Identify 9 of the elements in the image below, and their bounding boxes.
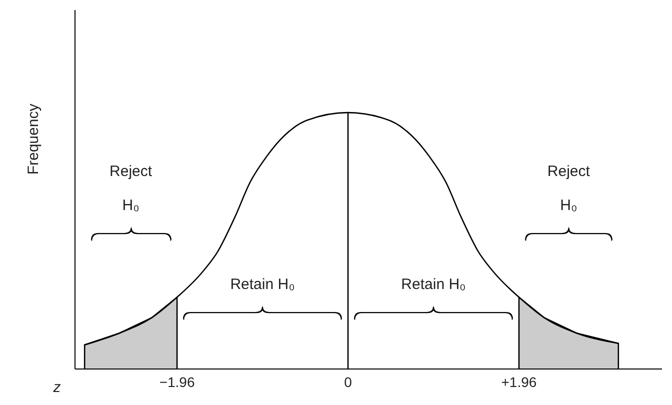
- annotation: Retain H₀: [229, 274, 296, 295]
- x-tick-label: +1.96: [501, 374, 537, 390]
- annotation: Reject H₀: [546, 162, 591, 216]
- annotation: Reject H₀: [108, 162, 154, 216]
- annotation: Retain H₀: [400, 274, 467, 295]
- x-tick-label: −1.96: [159, 374, 195, 390]
- y-axis-title: Frequency: [25, 103, 42, 175]
- x-tick-label: 0: [344, 374, 352, 390]
- x-axis-title: z: [52, 379, 62, 396]
